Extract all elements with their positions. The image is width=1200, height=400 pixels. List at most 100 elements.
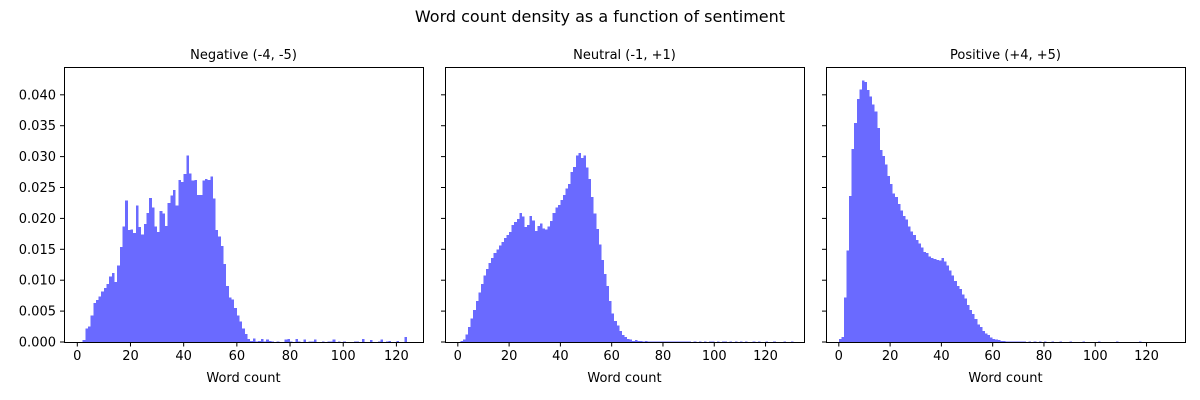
axes-frame [64, 67, 424, 343]
histogram-bar [757, 341, 761, 342]
histogram-bar [287, 338, 291, 342]
histogram-bar [990, 337, 993, 342]
histogram-bar [377, 341, 381, 342]
histogram-bar [606, 285, 610, 342]
histogram-bar [332, 339, 336, 342]
histogram-bar [936, 259, 939, 342]
histogram-bar [570, 172, 574, 342]
histogram-bar [562, 194, 566, 342]
x-axis-label: Word count [587, 371, 661, 386]
histogram-bar [593, 213, 597, 342]
histogram-bar [151, 207, 155, 342]
histogram-bar [133, 233, 136, 342]
histogram-bar [266, 339, 269, 342]
histogram-bar [537, 225, 540, 342]
subplot-1: Negative (-4, -5) 0 20 40 60 80 100 120 0.000 0.0… [19, 48, 424, 386]
x-tick-label: 100 [702, 349, 727, 364]
histogram-bar [343, 341, 346, 342]
histogram-bar [175, 205, 179, 342]
histogram-bar [303, 339, 306, 342]
x-tick-label: 80 [1036, 349, 1053, 364]
histogram-bar [468, 327, 471, 342]
figure-title: Word count density as a function of sent… [415, 7, 785, 26]
histogram-bar [887, 175, 891, 342]
histogram-bar [627, 338, 630, 342]
histogram-bar [491, 257, 494, 342]
histogram-bar [524, 227, 528, 342]
histogram-bar [493, 253, 497, 342]
histogram-bar [210, 176, 213, 342]
x-tick-label: 40 [933, 349, 950, 364]
histogram-bar [204, 178, 208, 342]
histogram-bar [580, 157, 584, 342]
histogram-bar [660, 341, 663, 342]
histogram-bar [882, 155, 885, 342]
histogram-bar [473, 309, 476, 342]
histogram-bar [773, 341, 776, 342]
x-tick-label: 120 [753, 349, 778, 364]
histogram-bar [239, 321, 243, 342]
histogram-bar [263, 341, 267, 342]
histogram-bar [703, 341, 707, 342]
histogram-bar [969, 309, 973, 342]
histogram-bar [117, 265, 120, 342]
histogram-bar [995, 339, 998, 342]
histogram-bar [555, 207, 558, 342]
histogram-bar [629, 339, 633, 342]
histogram-bar [959, 288, 962, 342]
histogram-bar [519, 212, 522, 342]
histogram-bar [1013, 341, 1016, 342]
histogram-bar [565, 188, 569, 342]
histogram-bar [327, 341, 330, 342]
histogram-bar [918, 243, 921, 342]
histogram-bar [614, 320, 617, 342]
histogram-bar [178, 180, 182, 342]
x-tick-label: 120 [384, 349, 409, 364]
histogram-bar [475, 301, 479, 342]
histogram-bar [356, 341, 360, 342]
x-tick-label: 0 [454, 349, 462, 364]
histogram-bars [460, 152, 794, 342]
subplot-title: Positive (+4, +5) [950, 48, 1061, 63]
histogram-bar [396, 340, 400, 342]
x-tick-label: 80 [282, 349, 299, 364]
y-tick-label: 0.035 [19, 119, 56, 134]
histogram-bar [877, 128, 880, 342]
x-tick-label: 80 [655, 349, 672, 364]
histogram-bar [869, 96, 873, 342]
histogram-bar [938, 260, 942, 342]
histogram-bar [765, 341, 769, 342]
histogram-bar [846, 250, 850, 342]
histogram-bar [1138, 341, 1142, 342]
histogram-bar [1033, 341, 1037, 342]
histogram-bar [162, 213, 166, 342]
histogram-bar [157, 232, 160, 342]
histogram-bar [103, 288, 107, 342]
histogram-bar [670, 341, 674, 342]
histogram-bar [385, 341, 389, 342]
histogram-bar [897, 204, 901, 342]
histogram-bars [838, 80, 1142, 343]
histogram-bar [843, 297, 847, 342]
axes-frame [445, 67, 805, 343]
histogram-bar [228, 297, 232, 342]
histogram-bar [910, 231, 914, 342]
histogram-bar [183, 173, 187, 342]
histogram-bar [509, 232, 512, 342]
histogram-bar [1043, 341, 1047, 342]
histogram-bar [90, 315, 94, 342]
x-tick-label: 0 [835, 349, 843, 364]
histogram-bar [711, 341, 715, 342]
histogram-bar [913, 235, 916, 342]
histogram-bar [1000, 340, 1003, 342]
subplot-title: Negative (-4, -5) [190, 48, 297, 63]
histogram-bar [329, 341, 333, 342]
histogram-bar [226, 285, 229, 342]
axes-frame [826, 67, 1186, 343]
histogram-bar [652, 341, 656, 342]
histogram-bar [668, 341, 671, 342]
histogram-bar [890, 183, 893, 342]
histogram-bar [1010, 341, 1014, 342]
histogram-bar [956, 285, 960, 342]
histogram-bar [547, 226, 551, 342]
